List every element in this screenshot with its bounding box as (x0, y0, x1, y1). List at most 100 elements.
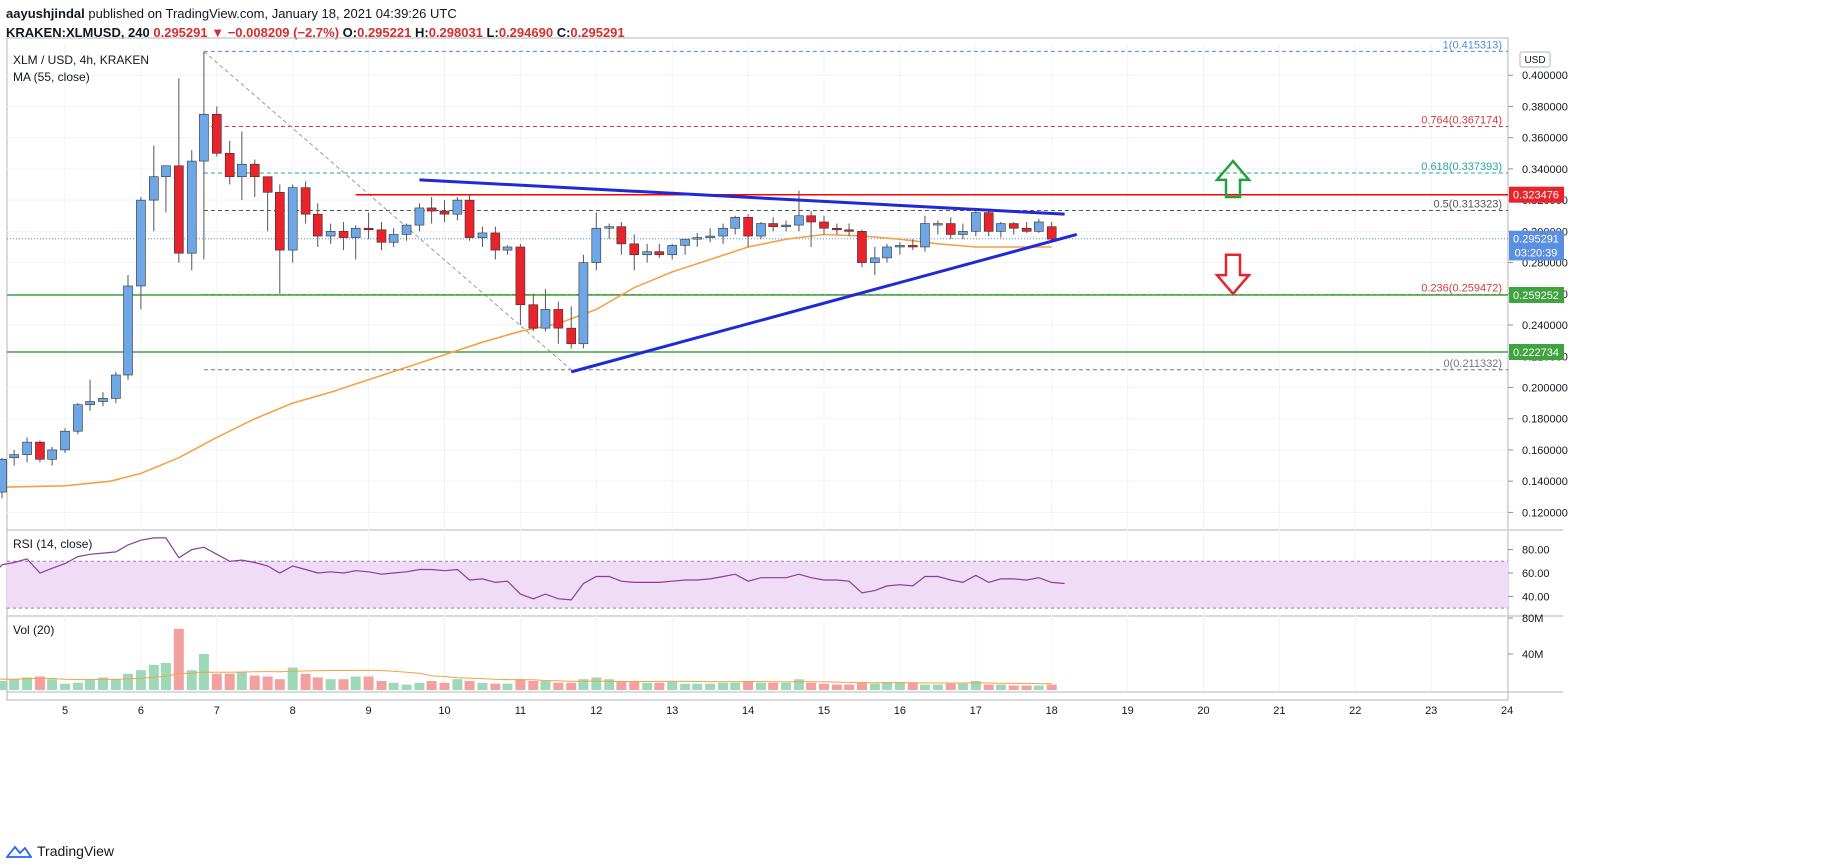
candle-body (376, 229, 387, 243)
candle-body (908, 245, 918, 248)
price-badge (1509, 286, 1564, 303)
rsi-label: RSI (14, close) (13, 537, 92, 551)
candle-body (174, 165, 184, 254)
time-tick-label: 9 (366, 705, 372, 717)
fib-level-label: 1(0.415313) (1443, 39, 1502, 51)
volume-bar (502, 683, 513, 690)
symbol-label: KRAKEN:XLMUSD, 240 (6, 25, 150, 40)
publisher-name[interactable]: aayushjindal (6, 6, 85, 21)
candle-up (970, 207, 981, 237)
volume-bar (388, 682, 399, 690)
candle-up (667, 243, 678, 260)
volume-bar (72, 682, 83, 690)
time-tick-label: 16 (894, 705, 906, 717)
price-change: ▼ −0.008209 (−2.7%) (211, 25, 340, 40)
candle-body (616, 226, 627, 245)
candle-up (452, 197, 463, 221)
candle-body (338, 231, 349, 238)
candle-body (426, 207, 437, 212)
candle-up (161, 165, 171, 213)
candle-up (794, 190, 804, 232)
candle-body (730, 217, 740, 229)
volume-bar (490, 683, 501, 690)
up-arrow-icon (1214, 159, 1252, 199)
volume-bar (642, 682, 653, 690)
candle-down (312, 203, 323, 247)
published-text: published on TradingView.com, January 18… (88, 6, 457, 21)
candle-up (0, 457, 7, 499)
candle-body (983, 212, 994, 232)
volume-bar (869, 683, 880, 690)
candle-down (224, 140, 235, 185)
candle-down (1021, 221, 1032, 233)
price-tick-label: 0.240000 (1522, 320, 1568, 332)
currency-badge-label: USD (1524, 55, 1545, 66)
time-tick-label: 19 (1121, 705, 1133, 717)
volume-bar (287, 667, 298, 690)
volume-bar (97, 677, 108, 690)
candle-down (819, 215, 829, 235)
candle-body (0, 459, 7, 493)
candle-body (768, 223, 778, 227)
volume-bar (236, 672, 247, 690)
candle-up (199, 51, 209, 260)
candle-down (174, 78, 184, 263)
volume-bar (414, 682, 425, 690)
price-tick-label: 0.120000 (1522, 507, 1568, 519)
candle-down (528, 293, 539, 332)
candle-up (98, 392, 108, 407)
low-label: L: (486, 25, 499, 40)
price-tick-label: 0.360000 (1522, 133, 1568, 145)
candle-body (958, 231, 968, 235)
candle-down (553, 301, 564, 344)
volume-bar (957, 683, 968, 690)
volume-bar (692, 683, 703, 690)
volume-bar (919, 684, 930, 690)
volume-tick-label: 80M (1522, 613, 1543, 625)
volume-bar (312, 677, 323, 690)
candle-up (325, 223, 336, 244)
candle-down (945, 217, 956, 240)
volume-bar (540, 681, 551, 690)
volume-bar (477, 682, 488, 690)
fib-level-label: 0.618(0.337393) (1421, 161, 1502, 173)
price-badge (1509, 230, 1564, 247)
volume-bar (566, 682, 577, 690)
volume-bar (743, 681, 754, 690)
volume-bar (211, 673, 222, 690)
volume-bar (578, 679, 589, 690)
candle-body (312, 213, 323, 237)
candle-body (629, 243, 640, 256)
time-tick-label: 21 (1273, 705, 1285, 717)
footer-brand[interactable]: TradingView (6, 843, 114, 859)
candle-down (515, 243, 526, 326)
candle-up (1033, 218, 1044, 233)
price-tick-label: 0.140000 (1522, 476, 1568, 488)
volume-bar (110, 679, 121, 690)
candle-up (578, 254, 589, 349)
candle-up (920, 215, 930, 252)
candle-up (85, 379, 95, 411)
price-badge-label: 0.222734 (1513, 347, 1559, 359)
volume-bar (705, 683, 716, 690)
candle-body (325, 231, 336, 237)
ohlc-line: KRAKEN:XLMUSD, 240 0.295291 ▼ −0.008209 … (6, 23, 625, 42)
candle-up (692, 232, 703, 247)
high-value: 0.298031 (428, 25, 483, 40)
candle-body (705, 235, 715, 238)
candle-body (237, 163, 247, 178)
candle-body (35, 441, 45, 460)
candle-up (730, 215, 740, 235)
candle-body (945, 223, 956, 235)
rsi-tick-label: 80.00 (1522, 545, 1550, 557)
open-value: 0.295221 (357, 25, 412, 40)
candle-body (287, 187, 298, 251)
candle-down (743, 214, 753, 247)
candle-up (9, 449, 19, 466)
time-tick-label: 6 (138, 705, 144, 717)
candle-down (338, 221, 349, 251)
trendline-lower (570, 233, 1078, 374)
time-tick-label: 23 (1425, 705, 1437, 717)
volume-bar (338, 679, 349, 690)
